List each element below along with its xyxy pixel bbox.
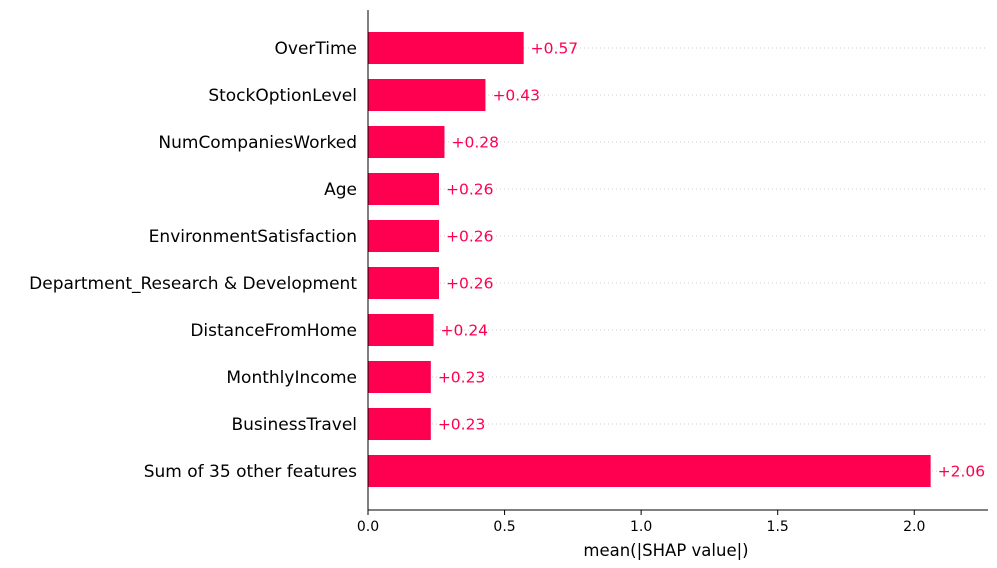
grid-lines [368, 47, 988, 472]
feature-label: BusinessTravel [232, 415, 358, 435]
bar [368, 408, 431, 440]
value-label: +0.26 [446, 275, 494, 293]
value-label: +2.06 [938, 463, 986, 481]
feature-label: StockOptionLevel [208, 86, 357, 106]
x-tick-label: 0.0 [357, 519, 379, 535]
value-label: +0.23 [438, 369, 486, 387]
bar [368, 267, 440, 299]
x-tick-label: 2.0 [903, 519, 925, 535]
bar [368, 220, 440, 252]
feature-label: EnvironmentSatisfaction [149, 227, 357, 247]
bar [368, 126, 445, 158]
x-tick-label: 0.5 [493, 519, 515, 535]
feature-label: Department_Research & Development [29, 274, 357, 294]
value-label: +0.28 [451, 134, 499, 152]
feature-label: NumCompaniesWorked [158, 133, 357, 153]
value-label: +0.26 [446, 228, 494, 246]
value-label: +0.23 [438, 416, 486, 434]
feature-label: Sum of 35 other features [144, 462, 357, 482]
bars [368, 32, 931, 487]
bar [368, 79, 486, 111]
bar [368, 314, 434, 346]
value-label: +0.24 [441, 322, 489, 340]
feature-label: OverTime [275, 39, 358, 59]
feature-label: MonthlyIncome [226, 368, 357, 388]
x-tick-label: 1.0 [630, 519, 652, 535]
bar [368, 173, 440, 205]
value-label: +0.43 [492, 87, 540, 105]
value-label: +0.57 [531, 40, 579, 58]
value-label: +0.26 [446, 181, 494, 199]
bar [368, 32, 524, 64]
x-tick-label: 1.5 [767, 519, 789, 535]
labels: OverTime +0.57 StockOptionLevel +0.43 NumCom… [29, 39, 985, 482]
bar [368, 455, 931, 487]
feature-label: DistanceFromHome [190, 321, 357, 341]
bar [368, 361, 431, 393]
feature-label: Age [324, 180, 357, 200]
x-axis-title: mean(|SHAP value|) [583, 541, 748, 560]
axes: 0.0 0.5 1.0 1.5 2.0 [357, 10, 988, 535]
